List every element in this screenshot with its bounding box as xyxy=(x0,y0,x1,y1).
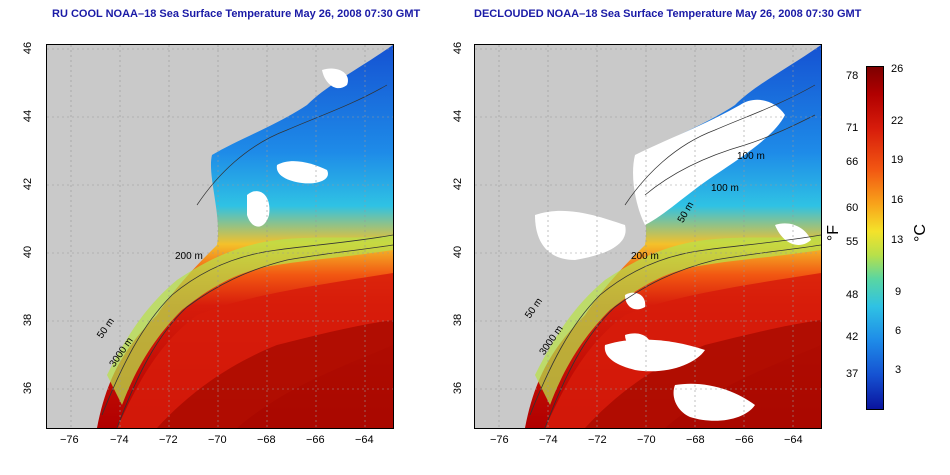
depth-contour xyxy=(101,234,393,416)
x-tick: −70 xyxy=(208,434,227,446)
y-tick: 38 xyxy=(22,313,35,327)
fahrenheit-tick: 55 xyxy=(846,236,859,248)
depth-contour xyxy=(529,234,821,416)
x-tick: −72 xyxy=(159,434,178,446)
x-tick: −66 xyxy=(306,434,325,446)
y-tick: 44 xyxy=(452,109,465,123)
x-tick: −76 xyxy=(490,434,509,446)
depth-contour xyxy=(544,244,821,428)
cloud-mask xyxy=(633,99,785,225)
celsius-tick: 19 xyxy=(891,154,904,166)
depth-contour xyxy=(624,84,816,206)
y-tick: 36 xyxy=(452,381,465,395)
depth-contour xyxy=(116,244,393,428)
cloud-mask xyxy=(604,339,705,372)
map-grid xyxy=(47,45,393,428)
celsius-tick: 22 xyxy=(891,115,904,127)
fahrenheit-tick: 66 xyxy=(846,156,859,168)
celsius-tick: 6 xyxy=(895,325,902,337)
cloud-mask xyxy=(535,210,626,260)
fahrenheit-tick: 71 xyxy=(846,122,859,134)
left-panel-title: RU COOL NOAA–18 Sea Surface Temperature … xyxy=(52,8,421,20)
cloud-patch xyxy=(276,161,328,184)
x-tick: −66 xyxy=(735,434,754,446)
y-tick: 44 xyxy=(22,109,35,123)
y-tick: 38 xyxy=(452,313,465,327)
fahrenheit-tick: 60 xyxy=(846,202,859,214)
right-panel-title: DECLOUDED NOAA–18 Sea Surface Temperatur… xyxy=(474,8,862,20)
x-tick: −68 xyxy=(257,434,276,446)
right-map-graphic xyxy=(475,45,821,428)
temperature-colorbar xyxy=(866,66,884,410)
fahrenheit-tick: 42 xyxy=(846,331,859,343)
x-tick: −68 xyxy=(686,434,705,446)
y-tick: 46 xyxy=(22,41,35,55)
left-sst-map: 200 m 50 m 3000 m xyxy=(46,44,394,429)
depth-contour xyxy=(196,84,388,206)
y-tick: 40 xyxy=(452,245,465,259)
cloud-mask xyxy=(673,383,755,421)
y-tick: 42 xyxy=(452,177,465,191)
y-tick: 36 xyxy=(22,381,35,395)
fahrenheit-tick: 48 xyxy=(846,289,859,301)
cloud-mask xyxy=(775,223,811,245)
depth-contour xyxy=(644,114,816,196)
cloud-patch xyxy=(247,191,270,227)
cloud-mask xyxy=(625,333,652,352)
x-tick: −64 xyxy=(355,434,374,446)
x-tick: −74 xyxy=(110,434,129,446)
x-tick: −64 xyxy=(784,434,803,446)
celsius-tick: 3 xyxy=(895,364,902,376)
celsius-tick: 26 xyxy=(891,63,904,75)
y-tick: 40 xyxy=(22,245,35,259)
left-map-graphic xyxy=(47,45,393,428)
x-tick: −76 xyxy=(60,434,79,446)
fahrenheit-tick: 78 xyxy=(846,70,859,82)
map-grid xyxy=(475,45,821,428)
x-tick: −74 xyxy=(539,434,558,446)
contour-label-200m: 200 m xyxy=(175,251,203,262)
celsius-unit-label: °C xyxy=(911,224,929,242)
y-tick: 46 xyxy=(452,41,465,55)
fahrenheit-tick: 37 xyxy=(846,368,859,380)
x-tick: −72 xyxy=(588,434,607,446)
contour-label-100m: 100 m xyxy=(711,183,739,194)
celsius-tick: 9 xyxy=(895,286,902,298)
contour-label-200m: 200 m xyxy=(631,251,659,262)
right-sst-map: 200 m 50 m 3000 m 100 m 100 m 50 m xyxy=(474,44,822,429)
celsius-tick: 13 xyxy=(891,234,904,246)
contour-label-100m: 100 m xyxy=(737,151,765,162)
fahrenheit-unit-label: °F xyxy=(825,224,843,242)
celsius-tick: 16 xyxy=(891,194,904,206)
cloud-patch xyxy=(322,68,348,89)
y-tick: 42 xyxy=(22,177,35,191)
x-tick: −70 xyxy=(637,434,656,446)
